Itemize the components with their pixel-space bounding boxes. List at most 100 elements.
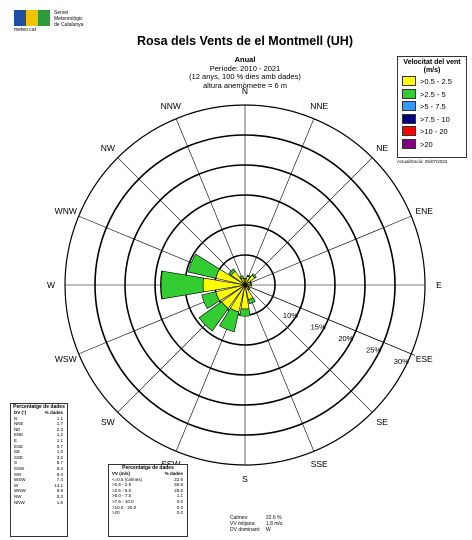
legend-swatch	[402, 88, 416, 99]
stat-row: DV dominant: W	[230, 527, 340, 533]
stat-label: DV dominant:	[230, 527, 261, 533]
direction-row-value: 8.2	[56, 465, 63, 471]
subtitle-period-type: Anual	[234, 55, 256, 64]
petal	[201, 291, 220, 309]
legend-item: >5 - 7.5	[398, 100, 466, 113]
ring-label: 10%	[283, 311, 298, 320]
petal	[239, 308, 251, 317]
speed-row-key: >7.5 - 10.0	[112, 498, 134, 504]
direction-row-key: SSW	[14, 465, 25, 471]
petal	[250, 283, 252, 287]
direction-row-value: 1.2	[56, 432, 63, 438]
stat-value: 1.8 m/s	[266, 521, 283, 527]
speed-row: >7.5 - 10.0 0.0	[109, 499, 187, 505]
direction-row-value: 1.6	[56, 499, 63, 505]
direction-row: SE 1.0	[11, 449, 67, 455]
subtitle-years: (12 anys, 100 % dies amb dades)	[189, 72, 301, 81]
direction-row: WNW 9.9	[11, 488, 67, 494]
speed-row-value: 22.6	[174, 476, 183, 482]
direction-row-key: NNW	[14, 499, 25, 505]
stat-row: VV mitjana: 1.8 m/s	[230, 521, 340, 527]
chart-title-block: Rosa dels Vents de el Montmell (UH)	[120, 34, 370, 48]
direction-row-value: 0.7	[56, 443, 63, 449]
speed-row-value: 1.1	[176, 493, 183, 499]
direction-row: N 1.1	[11, 416, 67, 422]
legend-swatch	[402, 101, 416, 111]
direction-row-value: 3.2	[56, 454, 63, 460]
legend-label: >2.5 - 5	[420, 89, 446, 99]
radial-line	[244, 157, 373, 286]
legend-title: Velocitat del vent (m/s)	[403, 59, 461, 74]
speed-row-key: <=0.5 (calmes)	[112, 476, 143, 482]
radial-line	[244, 215, 412, 286]
logo-block-yellow	[26, 10, 38, 26]
ring-label: 25%	[366, 345, 381, 354]
legend: Velocitat del vent (m/s) >0.5 - 2.5 >2.5 …	[397, 56, 467, 158]
speed-row-key: >10.0 - 20.0	[112, 504, 137, 510]
chart-subtitle: Anual Període: 2010 - 2021 (12 anys, 100…	[150, 55, 340, 90]
speed-pct-header: % dades	[164, 471, 183, 476]
direction-row: NNE 1.7	[11, 421, 67, 427]
direction-row: NNW 1.6	[11, 500, 67, 506]
legend-label: >7.5 - 10	[420, 114, 450, 124]
ring-axis-line	[244, 284, 416, 356]
direction-row-value: 1.1	[56, 415, 63, 421]
legend-item: >20	[398, 138, 466, 151]
direction-label: W	[47, 280, 55, 290]
direction-label: NNW	[161, 101, 181, 111]
legend-item: >2.5 - 5	[398, 88, 466, 101]
direction-row: WSW 7.4	[11, 477, 67, 483]
direction-row-value: 7.4	[56, 477, 63, 483]
direction-row-key: WNW	[14, 488, 26, 494]
legend-label: >5 - 7.5	[420, 102, 446, 111]
direction-label: N	[242, 86, 248, 96]
petal	[239, 275, 244, 280]
direction-row: ENE 1.2	[11, 432, 67, 438]
direction-label: S	[242, 474, 248, 484]
speed-row: >5.0 - 7.5 1.1	[109, 493, 187, 499]
direction-row: E 1.1	[11, 438, 67, 444]
legend-swatch	[402, 126, 416, 136]
ring-label: 15%	[311, 322, 326, 331]
petal	[249, 281, 252, 285]
direction-row-value: 9.4	[56, 471, 63, 477]
direction-col-header: DV (°)	[14, 410, 27, 415]
legend-item: >0.5 - 2.5	[398, 75, 466, 88]
legend-swatch	[402, 138, 416, 149]
direction-label: NNE	[310, 101, 328, 111]
direction-row-value: 2.3	[56, 426, 63, 432]
speed-row: >2.5 - 5.0 25.6	[109, 488, 187, 494]
direction-label: ESE	[416, 354, 433, 364]
speed-row-key: >5.0 - 7.5	[112, 493, 132, 499]
direction-row-key: SE	[14, 449, 21, 455]
petal	[219, 307, 240, 333]
radial-line	[244, 118, 315, 286]
speed-row-key: >2.5 - 5.0	[112, 487, 132, 493]
speed-row-key: >0.5 - 2.5	[112, 482, 132, 488]
petal	[247, 297, 256, 305]
direction-row-key: E	[14, 437, 18, 443]
speed-row-value: 0.0	[176, 504, 183, 510]
direction-row: ESE 0.7	[11, 444, 67, 450]
direction-row-key: ENE	[14, 432, 24, 438]
direction-label: ENE	[415, 206, 433, 216]
direction-row-value: 1.0	[56, 449, 63, 455]
direction-row-key: SSE	[14, 454, 24, 460]
speed-row-value: 25.6	[174, 487, 183, 493]
direction-row-key: S	[14, 460, 18, 466]
direction-row: SSE 3.2	[11, 455, 67, 461]
direction-row: W 14.1	[11, 483, 67, 489]
radial-line	[244, 284, 373, 413]
speed-row-key: >20	[112, 510, 120, 516]
direction-table-title: Percentatge de dades	[13, 404, 65, 410]
direction-label: SE	[377, 417, 389, 427]
speed-row: >0.5 - 2.5 50.8	[109, 482, 187, 488]
legend-label: >10 - 20	[420, 127, 448, 136]
direction-row: NW 3.3	[11, 494, 67, 500]
petal	[187, 253, 220, 279]
petal	[198, 301, 229, 332]
radial-line	[244, 284, 315, 452]
stat-value: W	[266, 527, 271, 533]
radial-line	[175, 118, 246, 286]
